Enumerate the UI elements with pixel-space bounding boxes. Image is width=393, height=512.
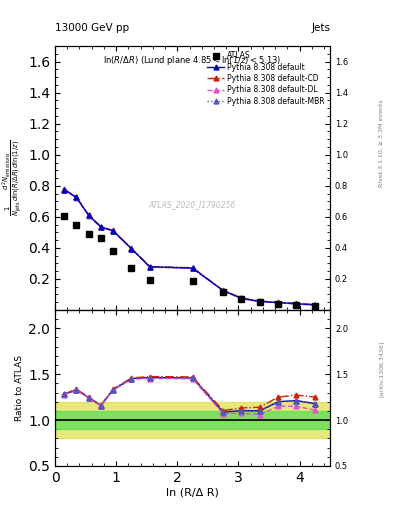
- Pythia 8.308 default-CD: [62, 186, 66, 193]
- Pythia 8.308 default: [86, 212, 91, 218]
- Pythia 8.308 default-MBR: [190, 265, 195, 271]
- Pythia 8.308 default-DL: [111, 228, 116, 234]
- ATLAS: [74, 222, 79, 228]
- Pythia 8.308 default-CD: [239, 295, 244, 301]
- ATLAS: [239, 296, 244, 303]
- Pythia 8.308 default-MBR: [239, 295, 244, 302]
- Pythia 8.308 default: [312, 302, 317, 308]
- Pythia 8.308 default-CD: [294, 301, 299, 307]
- Y-axis label: Ratio to ATLAS: Ratio to ATLAS: [15, 355, 24, 421]
- Pythia 8.308 default-MBR: [74, 195, 79, 201]
- Line: Pythia 8.308 default-MBR: Pythia 8.308 default-MBR: [62, 187, 317, 307]
- ATLAS: [111, 247, 116, 253]
- Pythia 8.308 default-CD: [129, 245, 134, 251]
- Pythia 8.308 default-MBR: [221, 288, 226, 294]
- Pythia 8.308 default-DL: [74, 195, 79, 201]
- Line: Pythia 8.308 default: Pythia 8.308 default: [62, 187, 317, 307]
- Pythia 8.308 default: [294, 301, 299, 307]
- Pythia 8.308 default: [276, 300, 281, 306]
- ATLAS: [129, 265, 134, 271]
- Pythia 8.308 default-CD: [111, 227, 116, 233]
- Pythia 8.308 default: [129, 246, 134, 252]
- Text: ATLAS_2020_I1790256: ATLAS_2020_I1790256: [149, 200, 236, 209]
- Pythia 8.308 default-MBR: [129, 246, 134, 252]
- ATLAS: [276, 301, 281, 307]
- Pythia 8.308 default-CD: [74, 194, 79, 200]
- Pythia 8.308 default-DL: [147, 264, 152, 270]
- Legend: ATLAS, Pythia 8.308 default, Pythia 8.308 default-CD, Pythia 8.308 default-DL, P: ATLAS, Pythia 8.308 default, Pythia 8.30…: [206, 50, 326, 107]
- Pythia 8.308 default-DL: [221, 288, 226, 294]
- Pythia 8.308 default: [257, 298, 262, 305]
- ATLAS: [86, 231, 91, 237]
- Pythia 8.308 default-DL: [129, 246, 134, 252]
- Pythia 8.308 default-CD: [99, 224, 103, 230]
- Pythia 8.308 default-DL: [62, 187, 66, 193]
- Pythia 8.308 default-MBR: [111, 228, 116, 234]
- Pythia 8.308 default-DL: [86, 212, 91, 219]
- ATLAS: [221, 289, 226, 295]
- ATLAS: [257, 299, 262, 305]
- Pythia 8.308 default: [74, 195, 79, 201]
- Line: ATLAS: ATLAS: [61, 214, 318, 308]
- Pythia 8.308 default-DL: [190, 265, 195, 271]
- Pythia 8.308 default-DL: [257, 298, 262, 305]
- Pythia 8.308 default: [239, 295, 244, 302]
- Pythia 8.308 default: [221, 288, 226, 294]
- Pythia 8.308 default-MBR: [62, 186, 66, 193]
- Line: Pythia 8.308 default-CD: Pythia 8.308 default-CD: [62, 187, 317, 307]
- ATLAS: [190, 278, 195, 284]
- ATLAS: [62, 213, 66, 219]
- Pythia 8.308 default-CD: [312, 302, 317, 308]
- ATLAS: [99, 235, 103, 241]
- Pythia 8.308 default-MBR: [86, 212, 91, 218]
- Text: [arXiv:1306.3436]: [arXiv:1306.3436]: [379, 340, 384, 397]
- Text: 13000 GeV pp: 13000 GeV pp: [55, 23, 129, 33]
- Pythia 8.308 default-CD: [86, 212, 91, 218]
- Pythia 8.308 default-DL: [294, 301, 299, 307]
- Pythia 8.308 default: [111, 228, 116, 234]
- Pythia 8.308 default-DL: [312, 302, 317, 308]
- ATLAS: [147, 278, 152, 284]
- Pythia 8.308 default-MBR: [312, 302, 317, 308]
- Y-axis label: $\frac{1}{N_\mathrm{jets}}\frac{d^{2}N_\mathrm{emissions}}{d\ln(R/\Delta R)\,d\l: $\frac{1}{N_\mathrm{jets}}\frac{d^{2}N_\…: [1, 140, 24, 217]
- Pythia 8.308 default: [99, 224, 103, 230]
- Pythia 8.308 default-CD: [147, 264, 152, 270]
- Pythia 8.308 default: [147, 264, 152, 270]
- Pythia 8.308 default-MBR: [99, 224, 103, 230]
- ATLAS: [294, 302, 299, 308]
- Text: Jets: Jets: [311, 23, 330, 33]
- Pythia 8.308 default-MBR: [147, 264, 152, 270]
- Pythia 8.308 default-CD: [190, 265, 195, 271]
- Pythia 8.308 default-CD: [257, 298, 262, 304]
- Pythia 8.308 default-DL: [99, 224, 103, 230]
- Pythia 8.308 default-MBR: [294, 301, 299, 307]
- Pythia 8.308 default-DL: [276, 300, 281, 306]
- X-axis label: ln (R/Δ R): ln (R/Δ R): [166, 487, 219, 498]
- Pythia 8.308 default: [190, 265, 195, 271]
- Line: Pythia 8.308 default-DL: Pythia 8.308 default-DL: [62, 188, 317, 308]
- Pythia 8.308 default-CD: [276, 299, 281, 305]
- Pythia 8.308 default-DL: [239, 295, 244, 302]
- Pythia 8.308 default-MBR: [257, 298, 262, 305]
- Text: $\ln(R/\Delta R)$ (Lund plane $4.85{<}\ln(1/z){<}5.13$): $\ln(R/\Delta R)$ (Lund plane $4.85{<}\l…: [103, 54, 282, 67]
- ATLAS: [312, 303, 317, 309]
- Pythia 8.308 default: [62, 186, 66, 193]
- Pythia 8.308 default-MBR: [276, 300, 281, 306]
- Text: Rivet 3.1.10, ≥ 3.3M events: Rivet 3.1.10, ≥ 3.3M events: [379, 99, 384, 187]
- Pythia 8.308 default-CD: [221, 287, 226, 293]
